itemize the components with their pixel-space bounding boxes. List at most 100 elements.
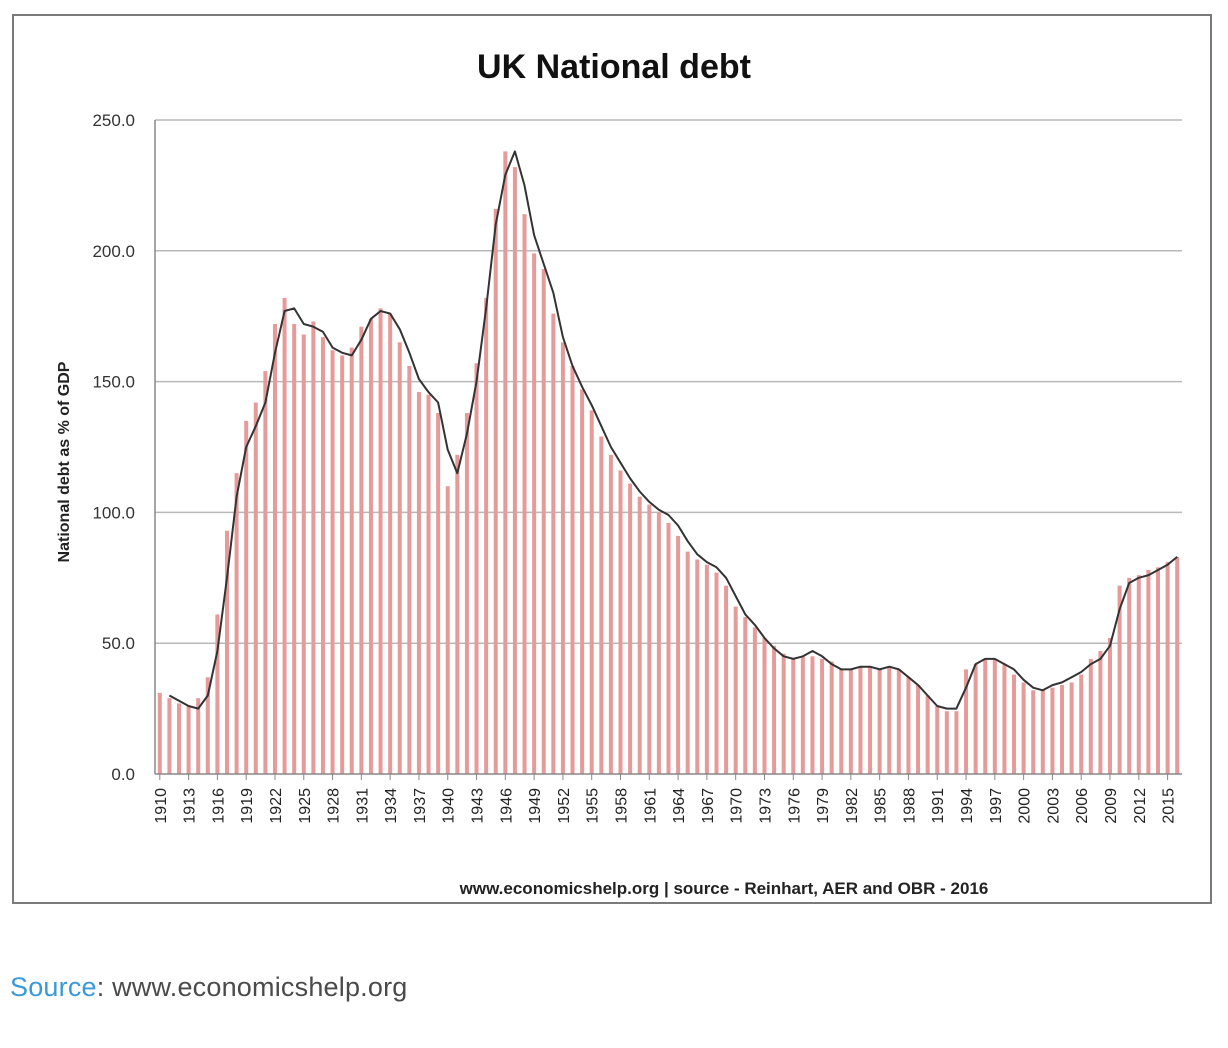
bar-1949 xyxy=(532,253,537,774)
bar-1914 xyxy=(196,698,201,774)
bar-1965 xyxy=(685,551,690,774)
bar-1960 xyxy=(637,496,642,774)
bar-1935 xyxy=(397,342,402,774)
bar-1953 xyxy=(570,365,575,774)
bar-1984 xyxy=(868,666,873,774)
bar-1911 xyxy=(167,698,172,774)
bar-1917 xyxy=(224,530,230,774)
bar-2004 xyxy=(1060,685,1065,774)
y-tick-label: 0.0 xyxy=(111,765,135,784)
x-tick-label: 1991 xyxy=(930,788,947,824)
debt-trend-line xyxy=(168,150,1178,710)
bar-1979 xyxy=(820,658,825,774)
bar-2016 xyxy=(1175,556,1180,774)
bar-1983 xyxy=(858,666,863,774)
bar-2009 xyxy=(1107,637,1113,774)
bar-1931 xyxy=(359,326,364,774)
x-tick-label: 1985 xyxy=(873,788,890,824)
bar-1918 xyxy=(234,473,239,774)
x-tick-label: 1961 xyxy=(642,788,659,824)
bar-1995 xyxy=(973,664,978,774)
image-caption: Source: www.economicshelp.org xyxy=(10,972,408,1003)
bar-1946 xyxy=(503,151,508,775)
bar-1975 xyxy=(781,653,786,774)
bar-1954 xyxy=(580,389,585,774)
bar-1978 xyxy=(810,656,815,774)
bar-2003 xyxy=(1050,687,1055,774)
bar-1916 xyxy=(215,614,220,774)
bar-1987 xyxy=(896,669,901,774)
x-tick-label: 1997 xyxy=(988,788,1005,824)
chart-title: UK National debt xyxy=(477,48,751,86)
y-tick-label: 250.0 xyxy=(92,111,135,130)
bar-1939 xyxy=(436,412,441,774)
bar-2006 xyxy=(1079,674,1084,774)
bar-1923 xyxy=(282,297,287,774)
source-link[interactable]: Source xyxy=(10,972,97,1002)
bar-1956 xyxy=(599,436,604,774)
x-tick-label: 1919 xyxy=(239,788,256,824)
bar-1915 xyxy=(205,677,210,774)
bar-1943 xyxy=(474,363,479,774)
x-tick-label: 1940 xyxy=(441,788,458,824)
bar-1997 xyxy=(992,658,997,774)
bar-2012 xyxy=(1136,575,1141,774)
caption-text: www.economicshelp.org xyxy=(112,972,408,1002)
bar-1938 xyxy=(426,394,431,774)
line-series xyxy=(168,150,1178,710)
bar-1959 xyxy=(628,483,633,774)
bar-1985 xyxy=(877,669,882,774)
bar-1925 xyxy=(301,334,306,774)
x-tick-label: 1955 xyxy=(585,788,602,824)
x-tick-label: 1916 xyxy=(210,788,227,824)
bar-1928 xyxy=(330,350,335,774)
x-tick-label: 1928 xyxy=(326,788,343,824)
caption-separator: : xyxy=(96,972,105,1002)
x-tick-label: 1976 xyxy=(786,788,803,824)
bar-1929 xyxy=(340,355,345,774)
y-tick-label: 50.0 xyxy=(102,634,135,653)
y-tick-label: 200.0 xyxy=(92,242,135,261)
y-tick-labels: 0.0 50.0 100.0 150.0 200.0 250.0 xyxy=(92,111,135,784)
bar-2008 xyxy=(1098,651,1103,774)
bar-1910 xyxy=(157,692,162,774)
bar-1944 xyxy=(484,297,489,774)
debt-chart: UK National debt 0.0 50.0 100.0 150.0 200.0 2… xyxy=(56,48,1182,898)
bar-1913 xyxy=(186,705,191,774)
x-tick-label: 1952 xyxy=(556,788,573,824)
chart-footer: www.economicshelp.org | source - Reinhar… xyxy=(459,879,989,898)
bar-1933 xyxy=(378,308,383,774)
x-tick-label: 1949 xyxy=(527,788,544,824)
x-tick-label: 2015 xyxy=(1161,788,1178,824)
x-tick-label: 1982 xyxy=(844,788,861,824)
bar-1986 xyxy=(887,666,892,774)
bar-2011 xyxy=(1127,577,1132,774)
bar-1994 xyxy=(964,669,969,774)
bar-1950 xyxy=(541,269,546,774)
x-tick-label: 1934 xyxy=(383,788,400,824)
bar-1922 xyxy=(272,324,277,774)
bar-2005 xyxy=(1069,682,1074,774)
y-tick-label: 150.0 xyxy=(92,373,135,392)
x-tick-label: 2009 xyxy=(1103,788,1120,824)
bar-1934 xyxy=(388,313,393,774)
bar-1961 xyxy=(647,504,652,774)
x-tick-label: 1946 xyxy=(498,788,515,824)
bar-1977 xyxy=(800,656,805,774)
bar-1981 xyxy=(839,669,844,774)
bar-1912 xyxy=(176,703,182,774)
bar-1924 xyxy=(292,324,297,774)
bar-1967 xyxy=(704,564,709,774)
bar-1964 xyxy=(676,535,681,774)
bar-1920 xyxy=(253,402,258,774)
bar-1919 xyxy=(244,420,249,774)
x-tick-label: 1994 xyxy=(959,788,976,824)
bar-1930 xyxy=(349,347,354,774)
chart-frame: UK National debt 0.0 50.0 100.0 150.0 200.0 2… xyxy=(12,14,1212,904)
bar-1937 xyxy=(416,392,421,774)
bar-1921 xyxy=(263,371,268,774)
bar-1993 xyxy=(954,711,959,774)
x-tick-label: 1922 xyxy=(268,788,285,824)
x-tick-label: 2000 xyxy=(1017,788,1034,824)
bar-1996 xyxy=(983,658,988,774)
